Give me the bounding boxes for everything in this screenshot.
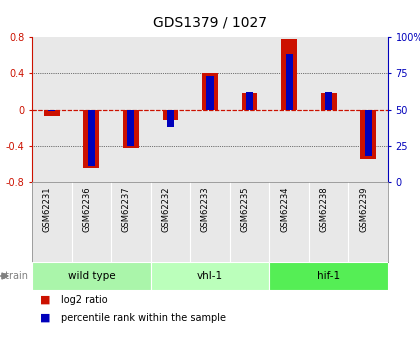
Text: GSM62236: GSM62236 bbox=[82, 186, 91, 231]
Bar bbox=[321, 93, 336, 109]
Bar bbox=[84, 109, 99, 168]
Text: wild type: wild type bbox=[68, 271, 115, 281]
Bar bbox=[202, 73, 218, 109]
Bar bbox=[325, 92, 332, 109]
Bar bbox=[127, 109, 134, 146]
Bar bbox=[48, 109, 55, 111]
Bar bbox=[360, 109, 376, 159]
Bar bbox=[32, 262, 151, 290]
Text: percentile rank within the sample: percentile rank within the sample bbox=[61, 313, 226, 323]
Bar bbox=[207, 76, 213, 109]
Bar bbox=[88, 109, 95, 166]
Text: GSM62233: GSM62233 bbox=[201, 186, 210, 231]
Text: GSM62232: GSM62232 bbox=[161, 186, 171, 231]
Bar bbox=[123, 109, 139, 148]
Text: GSM62231: GSM62231 bbox=[43, 186, 52, 231]
Text: hif-1: hif-1 bbox=[317, 271, 340, 281]
Text: vhl-1: vhl-1 bbox=[197, 271, 223, 281]
Text: ■: ■ bbox=[40, 295, 51, 305]
Bar bbox=[286, 55, 293, 109]
Bar bbox=[365, 109, 372, 156]
Text: GSM62239: GSM62239 bbox=[359, 186, 368, 231]
Text: GSM62238: GSM62238 bbox=[320, 186, 329, 231]
Bar bbox=[44, 109, 60, 116]
Bar bbox=[241, 93, 257, 109]
Bar bbox=[246, 92, 253, 109]
Bar bbox=[151, 262, 269, 290]
Text: GDS1379 / 1027: GDS1379 / 1027 bbox=[153, 15, 267, 29]
Text: strain: strain bbox=[0, 271, 28, 281]
Text: GSM62235: GSM62235 bbox=[241, 186, 249, 231]
Text: GSM62234: GSM62234 bbox=[280, 186, 289, 231]
Text: ■: ■ bbox=[40, 313, 51, 323]
Bar bbox=[167, 109, 174, 127]
Bar bbox=[269, 262, 388, 290]
Text: GSM62237: GSM62237 bbox=[122, 186, 131, 231]
Text: log2 ratio: log2 ratio bbox=[61, 295, 108, 305]
Bar bbox=[281, 39, 297, 109]
Bar bbox=[163, 109, 178, 120]
